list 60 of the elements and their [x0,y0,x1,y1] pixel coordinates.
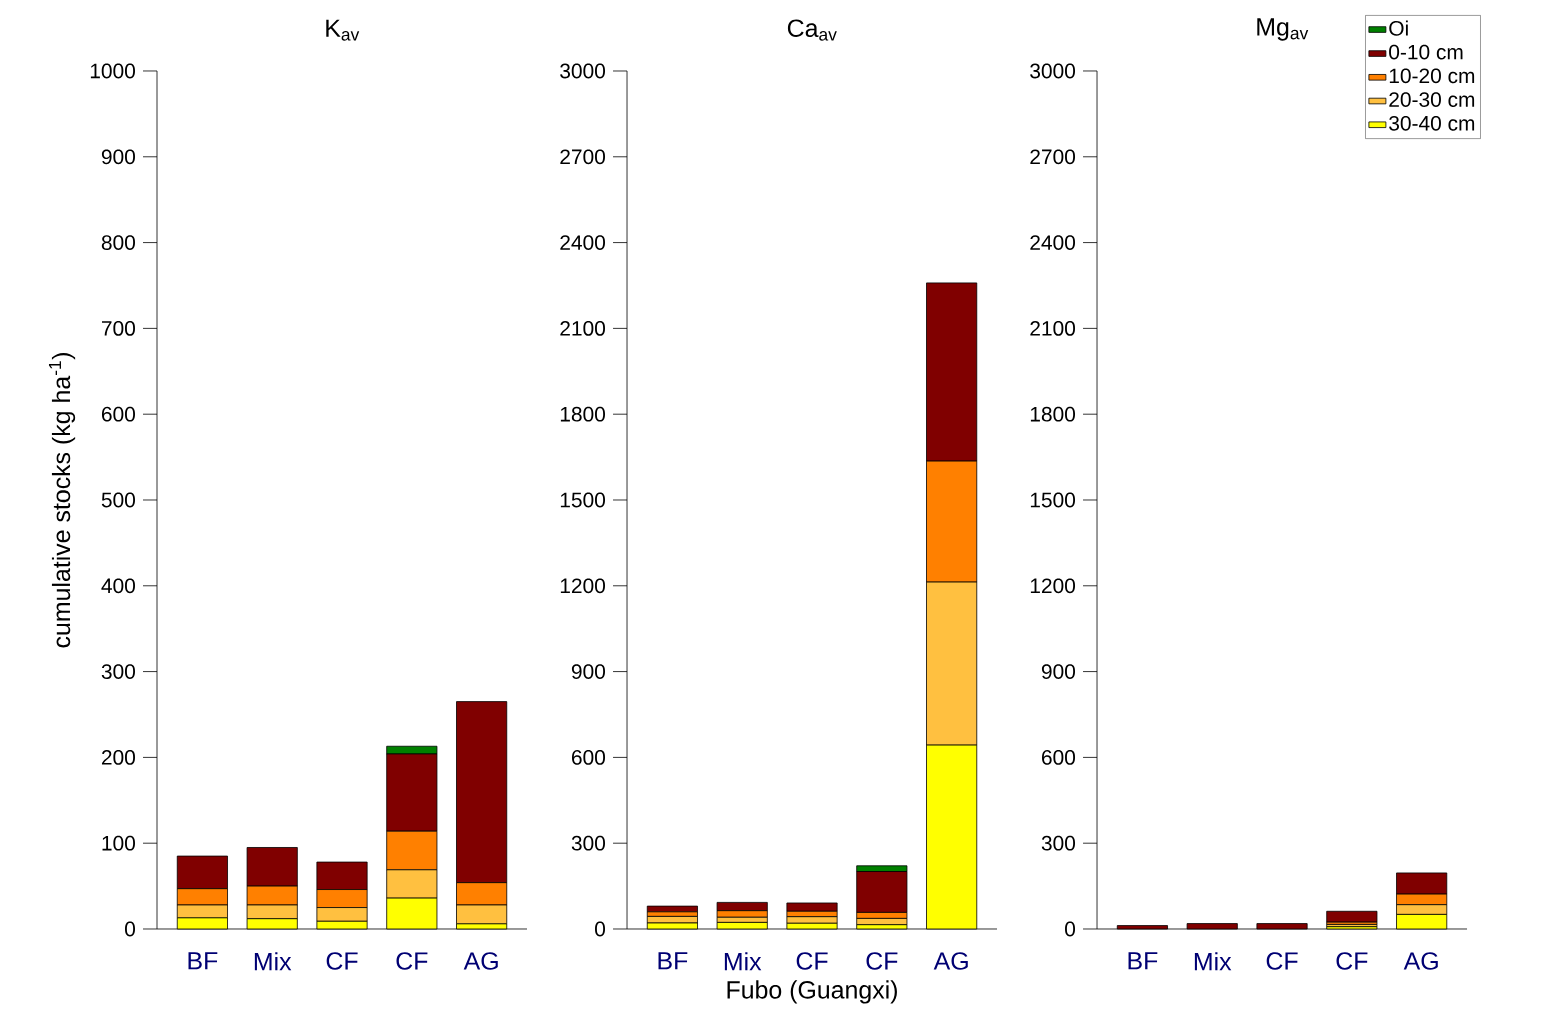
legend-label: 0-10 cm [1389,44,1463,60]
y-tick-label: 300 [101,664,135,679]
bar [646,905,698,913]
x-tick-label: CF [866,952,898,970]
chart-title: Ca$_{av}$ [787,19,837,41]
x-tick-label: AG [463,952,498,970]
y-tick-label: 500 [101,492,135,508]
y-tick-label: 600 [101,406,135,422]
x-axis-title: Fubo (Guangxi) [727,980,897,1004]
y-tick-label: 2400 [560,235,606,250]
y-tick-label: 300 [571,835,606,851]
x-tick-label: AG [933,952,968,970]
x-tick-label: CF [796,952,828,970]
y-tick-label: 900 [1041,664,1076,679]
y-tick-label: 900 [571,664,606,679]
y-axis-title: cumulative stocks (kg ha$^{-1}$) [48,353,76,648]
y-tick-label: 100 [102,835,135,851]
y-tick-label: 2700 [560,149,606,165]
x-tick-label: BF [188,952,218,970]
y-tick-label: 400 [101,578,135,594]
legend-label: 10-20 cm [1389,68,1475,84]
y-tick-label: 2700 [1030,149,1076,165]
y-tick-label: 1200 [1030,578,1076,594]
legend-label: Oi [1389,20,1408,36]
legend-label: 20-30 cm [1389,92,1475,107]
x-tick-label: CF [1336,952,1368,970]
y-tick-label: 0 [595,921,606,937]
y-tick-label: 1500 [1030,492,1076,508]
y-tick-label: 900 [101,149,135,165]
x-tick-label: CF [396,952,428,970]
y-tick-label: 1000 [90,63,135,79]
y-tick-label: 300 [1041,835,1076,851]
y-tick-label: 2100 [1030,320,1076,336]
y-tick-label: 1800 [1030,406,1076,422]
x-tick-label: Mix [724,952,762,971]
legend-label: 30-40 cm [1389,115,1475,131]
y-tick-label: 1800 [560,406,606,422]
y-tick-label: 600 [1042,749,1076,765]
x-tick-label: Mix [1194,952,1232,971]
y-tick-label: 200 [101,749,135,765]
y-tick-label: 0 [1065,921,1076,937]
y-tick-label: 1200 [560,578,606,594]
y-tick-label: 800 [101,235,135,250]
y-tick-label: 600 [572,749,606,765]
x-tick-label: CF [1266,952,1298,970]
y-tick-label: 0 [125,921,136,937]
chart-title: K$_{av}$ [326,19,360,41]
chart-title: Mg$_{av}$ [1257,18,1309,41]
y-tick-label: 2400 [1030,235,1076,250]
x-tick-label: BF [1128,952,1158,970]
x-tick-label: CF [326,952,358,970]
y-tick-label: 3000 [560,63,606,79]
x-tick-label: Mix [254,952,292,971]
x-tick-label: AG [1403,952,1438,970]
y-tick-label: 3000 [1030,63,1076,79]
y-tick-label: 700 [102,320,135,336]
y-tick-label: 1500 [560,492,606,508]
y-tick-label: 2100 [560,320,606,336]
bar [786,902,838,912]
x-tick-label: BF [658,952,688,970]
